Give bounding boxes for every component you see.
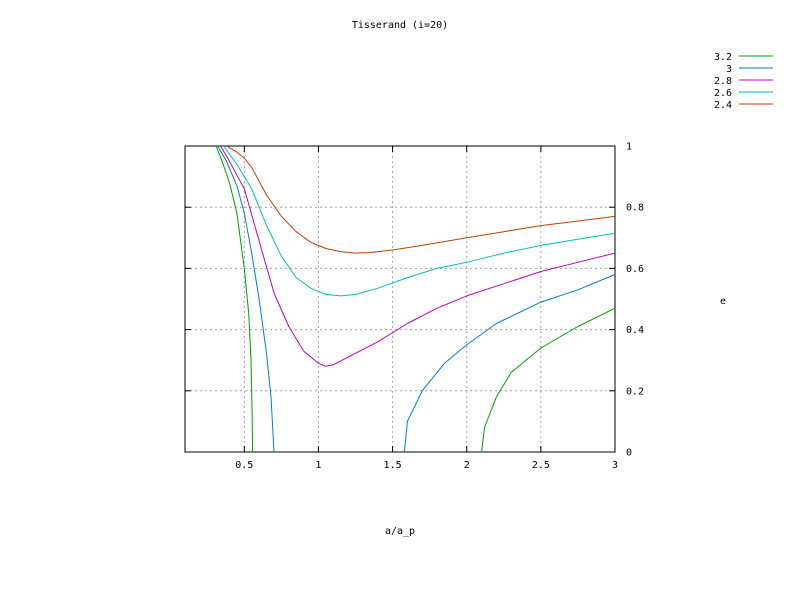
x-tick-label: 2 <box>464 460 470 471</box>
y-tick-label: 0.2 <box>626 386 644 397</box>
legend: 3.232.82.62.4 <box>714 52 773 111</box>
x-tick-label: 0.5 <box>235 460 253 471</box>
x-tick-label: 2.5 <box>532 460 550 471</box>
series-line-3.2 <box>481 307 616 453</box>
grid <box>185 146 615 452</box>
x-tick-label: 1 <box>315 460 321 471</box>
legend-label: 3.2 <box>714 52 732 63</box>
y-tick-label: 0.4 <box>626 325 644 336</box>
y-tick-label: 1 <box>626 142 632 153</box>
series-line-3 <box>403 274 616 453</box>
legend-label: 2.8 <box>714 76 732 87</box>
legend-label: 2.6 <box>714 88 732 99</box>
y-axis-label: e <box>720 296 726 307</box>
chart-title: Tisserand (i=20) <box>352 20 448 31</box>
series-line-2.8 <box>220 145 616 367</box>
y-tick-label: 0.8 <box>626 203 644 214</box>
x-tick-label: 3 <box>612 460 618 471</box>
legend-label: 3 <box>726 64 732 75</box>
series-lines <box>215 145 616 453</box>
ticks: 0.5 1 1.5 2 2.5 30 0.2 0.4 0.6 0.8 1 <box>185 142 644 471</box>
x-tick-label: 1.5 <box>384 460 402 471</box>
x-axis-label: a/a_p <box>385 526 415 537</box>
y-tick-label: 0 <box>626 448 632 459</box>
series-line-2.4 <box>226 145 616 254</box>
series-line-3.2 <box>215 145 254 453</box>
y-tick-label: 0.6 <box>626 264 644 275</box>
plot-frame <box>184 145 616 453</box>
series-line-3 <box>217 145 275 453</box>
series-line-2.6 <box>223 145 616 297</box>
legend-label: 2.4 <box>714 100 732 111</box>
